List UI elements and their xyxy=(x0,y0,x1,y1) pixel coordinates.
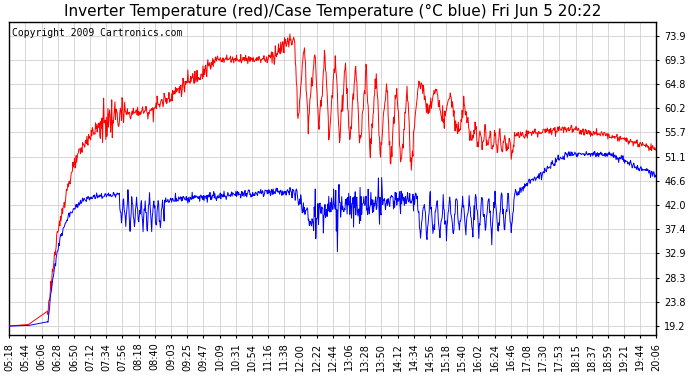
Title: Inverter Temperature (red)/Case Temperature (°C blue) Fri Jun 5 20:22: Inverter Temperature (red)/Case Temperat… xyxy=(64,4,602,19)
Text: Copyright 2009 Cartronics.com: Copyright 2009 Cartronics.com xyxy=(12,28,183,38)
